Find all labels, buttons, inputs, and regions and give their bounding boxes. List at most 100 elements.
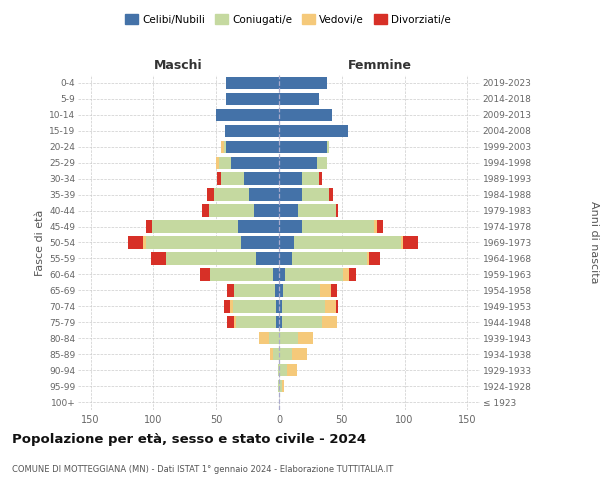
Bar xyxy=(279,156,317,169)
Bar xyxy=(279,348,292,360)
Bar xyxy=(319,172,322,185)
Bar xyxy=(234,316,236,328)
Bar xyxy=(273,348,279,360)
Bar xyxy=(270,348,273,360)
Bar xyxy=(277,316,279,328)
Bar xyxy=(254,204,279,217)
Text: Popolazione per età, sesso e stato civile - 2024: Popolazione per età, sesso e stato civil… xyxy=(12,432,366,446)
Bar xyxy=(298,332,313,344)
Bar xyxy=(367,252,370,264)
Bar xyxy=(279,108,332,121)
Bar xyxy=(279,220,302,233)
Bar xyxy=(279,92,319,105)
Bar xyxy=(279,172,302,185)
Bar xyxy=(241,236,279,248)
Bar xyxy=(218,156,231,169)
Text: COMUNE DI MOTTEGGIANA (MN) - Dati ISTAT 1° gennaio 2024 - Elaborazione TUTTITALI: COMUNE DI MOTTEGGIANA (MN) - Dati ISTAT … xyxy=(12,466,393,474)
Bar xyxy=(329,188,333,201)
Bar xyxy=(322,316,337,328)
Y-axis label: Anni di nascita: Anni di nascita xyxy=(589,201,599,284)
Bar xyxy=(278,380,279,392)
Bar xyxy=(325,300,335,312)
Bar xyxy=(279,252,292,264)
Bar xyxy=(292,348,307,360)
Bar xyxy=(374,220,377,233)
Bar xyxy=(146,220,152,233)
Bar xyxy=(227,316,234,328)
Bar xyxy=(302,188,329,201)
Bar xyxy=(230,300,233,312)
Bar xyxy=(320,284,331,296)
Bar xyxy=(146,236,241,248)
Bar xyxy=(209,204,254,217)
Bar xyxy=(279,268,285,280)
Bar xyxy=(279,316,281,328)
Bar xyxy=(281,316,322,328)
Bar xyxy=(279,188,302,201)
Bar xyxy=(279,284,283,296)
Bar xyxy=(221,140,224,153)
Bar xyxy=(249,188,279,201)
Bar xyxy=(217,172,221,185)
Bar xyxy=(335,204,338,217)
Bar xyxy=(210,268,273,280)
Bar xyxy=(221,172,244,185)
Legend: Celibi/Nubili, Coniugati/e, Vedovi/e, Divorziati/e: Celibi/Nubili, Coniugati/e, Vedovi/e, Di… xyxy=(121,10,455,29)
Bar xyxy=(281,380,284,392)
Bar xyxy=(275,284,279,296)
Bar xyxy=(273,268,279,280)
Bar xyxy=(281,300,325,312)
Bar xyxy=(335,300,338,312)
Bar xyxy=(226,77,279,89)
Bar xyxy=(279,300,281,312)
Bar xyxy=(244,172,279,185)
Bar xyxy=(200,268,210,280)
Bar xyxy=(401,236,403,248)
Bar xyxy=(403,236,418,248)
Bar xyxy=(151,252,166,264)
Bar xyxy=(152,220,238,233)
Bar xyxy=(302,220,374,233)
Bar xyxy=(279,77,327,89)
Bar xyxy=(377,220,383,233)
Bar xyxy=(279,380,281,392)
Bar xyxy=(269,332,279,344)
Bar xyxy=(233,300,277,312)
Bar xyxy=(317,156,327,169)
Bar xyxy=(287,364,296,376)
Bar xyxy=(298,204,335,217)
Bar xyxy=(292,252,367,264)
Bar xyxy=(278,364,279,376)
Bar xyxy=(279,236,294,248)
Bar xyxy=(285,268,343,280)
Bar xyxy=(294,236,401,248)
Bar xyxy=(279,364,287,376)
Text: Femmine: Femmine xyxy=(347,59,412,72)
Y-axis label: Fasce di età: Fasce di età xyxy=(35,210,45,276)
Bar xyxy=(231,156,279,169)
Bar xyxy=(234,284,275,296)
Bar xyxy=(236,316,277,328)
Bar xyxy=(216,156,218,169)
Bar xyxy=(226,140,279,153)
Bar xyxy=(166,252,256,264)
Bar xyxy=(238,220,279,233)
Bar xyxy=(343,268,349,280)
Bar xyxy=(349,268,356,280)
Bar xyxy=(225,124,279,137)
Bar xyxy=(226,92,279,105)
Bar xyxy=(227,284,234,296)
Bar xyxy=(279,140,327,153)
Bar xyxy=(302,172,319,185)
Bar xyxy=(216,108,279,121)
Bar xyxy=(202,204,209,217)
Bar xyxy=(279,124,348,137)
Bar xyxy=(128,236,143,248)
Bar xyxy=(331,284,337,296)
Bar xyxy=(208,188,214,201)
Bar xyxy=(214,188,249,201)
Bar xyxy=(259,332,269,344)
Bar xyxy=(277,300,279,312)
Bar xyxy=(283,284,320,296)
Bar xyxy=(327,140,329,153)
